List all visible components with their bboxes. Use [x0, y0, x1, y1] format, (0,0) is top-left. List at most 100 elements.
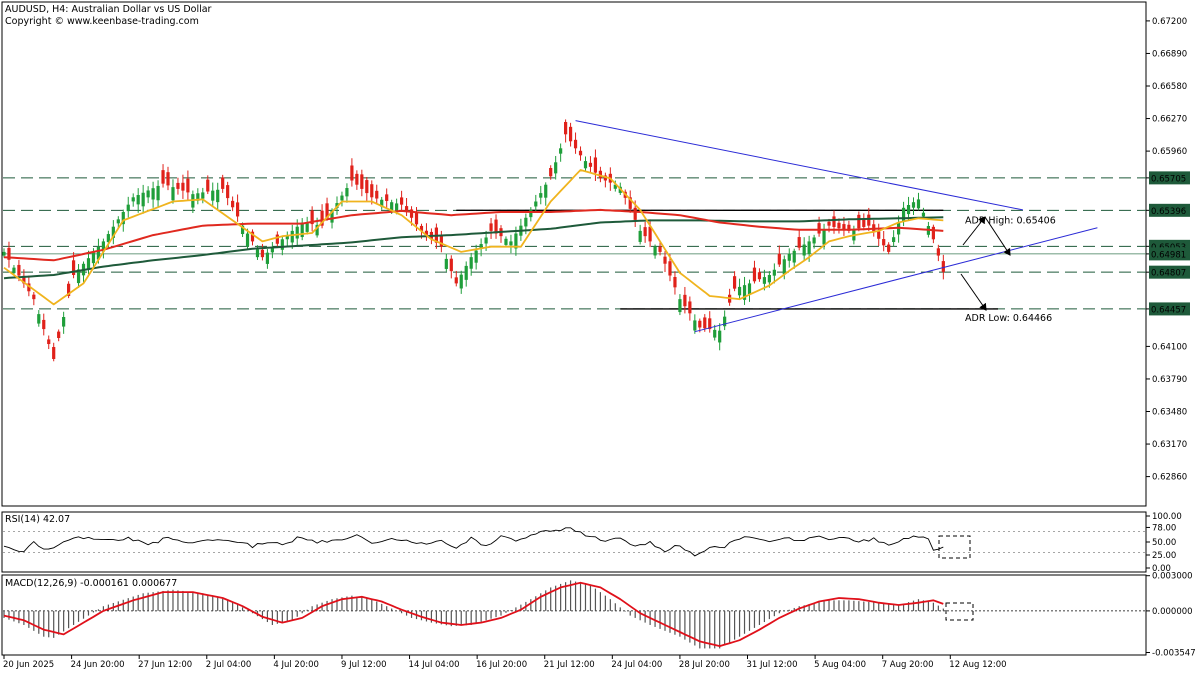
candle-body [504, 238, 508, 245]
candle-body [583, 161, 588, 169]
candle-body [653, 246, 657, 256]
candle-body [131, 197, 135, 202]
candle-body [663, 256, 667, 264]
candle-body [211, 190, 215, 201]
candle-body [673, 276, 677, 288]
candle-body [444, 258, 448, 269]
candle-body [643, 227, 647, 237]
candle-body [17, 264, 21, 276]
candle-body [285, 235, 289, 240]
candle-body [27, 283, 31, 292]
chart-title: AUDUSD, H4: Australian Dollar vs US Doll… [5, 4, 212, 15]
candle-body [42, 319, 46, 330]
price-tick-label: 0.63790 [1152, 375, 1187, 385]
candle-body [906, 205, 911, 215]
trendline-0 [575, 120, 1023, 211]
candle-body [713, 329, 717, 338]
price-level-tag: 0.64981 [1151, 250, 1186, 260]
candle-body [534, 201, 538, 207]
candle-body [494, 219, 498, 234]
candle-body [404, 206, 409, 212]
candle-body [777, 253, 781, 265]
candle-body [867, 214, 871, 226]
candle-body [688, 301, 692, 314]
candle-body [862, 218, 866, 227]
candle-body [121, 212, 125, 225]
candle-body [166, 172, 170, 186]
candle-body [449, 258, 453, 272]
x-tick-label: 2 Jul 04:00 [206, 660, 252, 670]
candle-body [250, 231, 255, 242]
candle-body [787, 254, 791, 261]
candle-body [315, 224, 319, 236]
candle-body [718, 330, 722, 343]
candle-body [136, 195, 140, 205]
rsi-title: RSI(14) 42.07 [5, 514, 70, 525]
candle-body [270, 248, 274, 253]
candle-body [380, 199, 384, 207]
price-level-box [1149, 203, 1190, 217]
candle-body [544, 184, 548, 198]
price-level-tag: 0.65705 [1151, 174, 1186, 184]
candle-body [400, 197, 404, 205]
candle-body [603, 175, 607, 181]
price-level-box [1149, 171, 1190, 185]
candle-body [106, 234, 110, 243]
candle-body [837, 222, 841, 229]
candle-body [469, 257, 473, 269]
candle-body [767, 275, 771, 283]
candle-body [911, 202, 916, 208]
trendline-1 [694, 227, 1098, 333]
price-level-tag: 0.64807 [1151, 269, 1186, 279]
price-tick-label: 0.62860 [1152, 473, 1187, 483]
candle-body [529, 209, 533, 218]
candle-body [345, 188, 349, 197]
candle-body [101, 241, 105, 252]
price-tick-label: 0.66890 [1152, 49, 1187, 59]
candle-body [887, 244, 891, 252]
candle-body [171, 187, 175, 201]
candle-body [2, 251, 6, 256]
price-tick-label: 0.63170 [1152, 440, 1187, 450]
candle-body [454, 277, 458, 284]
candle-body [882, 239, 886, 246]
x-tick-label: 24 Jun 20:00 [71, 660, 125, 670]
macd-tick-label: 0.003000 [1152, 572, 1193, 582]
candle-body [752, 267, 757, 282]
candle-body [459, 274, 463, 289]
candle-body [479, 244, 483, 249]
candle-body [588, 162, 593, 167]
candle-body [67, 283, 71, 296]
rsi-tick-label: 50.00 [1152, 538, 1176, 548]
candle-body [698, 320, 702, 328]
candle-body [7, 247, 11, 260]
candle-body [22, 275, 26, 284]
candle-body [593, 157, 598, 173]
candle-body [255, 249, 260, 258]
candle-body [424, 230, 429, 235]
ma-slow-line [3, 216, 944, 280]
price-tick-label: 0.63480 [1152, 408, 1187, 418]
x-tick-label: 24 Jul 04:00 [611, 660, 662, 670]
candle-body [747, 283, 752, 295]
candle-body [638, 230, 642, 242]
x-tick-label: 4 Jul 20:00 [273, 660, 319, 670]
candle-body [355, 173, 359, 185]
candle-body [91, 252, 96, 264]
candle-body [245, 233, 250, 247]
adr-high-label: ADR High: 0.65406 [965, 215, 1056, 226]
candle-body [822, 229, 826, 245]
candle-body [290, 230, 294, 243]
candle-body [260, 249, 265, 258]
candle-body [549, 168, 553, 177]
candle-body [598, 170, 602, 179]
candle-body [226, 185, 230, 199]
candle-body [847, 224, 851, 231]
candle-body [578, 150, 583, 156]
price-level-box [1149, 247, 1190, 261]
candle-body [921, 212, 926, 217]
candle-body [111, 226, 115, 238]
candle-body [916, 199, 921, 209]
